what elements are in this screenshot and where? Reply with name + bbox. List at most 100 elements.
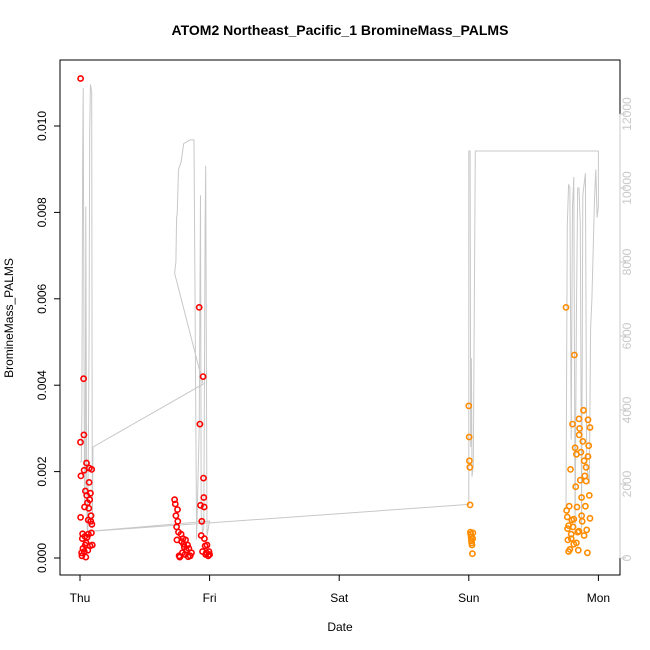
data-point: [188, 549, 195, 557]
data-point: [83, 459, 90, 467]
data-point: [465, 457, 473, 465]
y-tick-label: 0.000: [35, 543, 49, 573]
data-point: [564, 536, 572, 544]
data-point: [569, 420, 576, 428]
data-point: [88, 465, 96, 473]
data-point: [465, 433, 473, 441]
y-tick-label: 0.008: [35, 197, 49, 227]
data-point: [565, 502, 573, 510]
data-point: [576, 424, 583, 432]
data-point: [570, 515, 578, 523]
data-point: [562, 303, 570, 311]
data-point: [468, 541, 476, 549]
x-tick-label: Sun: [458, 591, 479, 605]
data-point: [200, 494, 208, 501]
data-point: [571, 351, 578, 359]
data-point: [80, 375, 87, 383]
data-point: [577, 448, 585, 456]
data-point: [566, 546, 574, 553]
x-tick-label: Thu: [70, 591, 91, 605]
y-axis-label: BromineMass_PALMS: [2, 258, 16, 378]
data-point: [77, 514, 84, 521]
data-point: [586, 424, 594, 431]
data-point: [80, 466, 88, 474]
data-point: [575, 527, 583, 535]
data-point: [572, 483, 580, 491]
data-point: [85, 478, 93, 486]
y-tick-label: 0.002: [35, 456, 49, 486]
data-point: [578, 512, 585, 520]
data-point: [82, 553, 90, 561]
data-point: [80, 431, 88, 439]
data-point: [88, 529, 95, 537]
data-point: [567, 465, 574, 473]
y2-tick-label: 8000: [620, 248, 634, 275]
data-point: [573, 539, 580, 547]
data-point: [573, 503, 581, 511]
data-point: [88, 541, 96, 549]
data-point: [200, 503, 208, 511]
data-point: [204, 552, 212, 560]
data-point: [578, 517, 586, 525]
data-point: [585, 442, 593, 450]
data-point: [579, 437, 587, 445]
data-point: [87, 489, 94, 497]
data-point: [584, 453, 592, 460]
data-point: [469, 529, 477, 537]
y2-tick-label: 6000: [620, 322, 634, 349]
data-point: [200, 535, 208, 542]
data-point: [580, 406, 587, 414]
data-point: [465, 402, 473, 410]
data-point: [582, 463, 590, 471]
data-point: [576, 476, 584, 484]
plot-frame: [59, 59, 621, 576]
data-point: [581, 472, 589, 480]
y-tick-label: 0.010: [35, 111, 49, 141]
data-point: [582, 502, 589, 510]
data-point: [582, 477, 590, 485]
x-tick-label: Fri: [203, 591, 217, 605]
data-point: [563, 513, 571, 521]
data-point: [172, 512, 180, 520]
x-axis: Thu Fri Sat Sun Mon: [70, 574, 610, 605]
data-point: [171, 496, 178, 504]
y2-tick-label: 0: [620, 554, 634, 561]
data-point: [77, 75, 84, 82]
data-point: [196, 420, 204, 428]
altitude-line-layer: [79, 84, 599, 540]
data-point: [567, 535, 575, 542]
data-point: [206, 551, 213, 558]
y2-tick-label: 4000: [620, 396, 634, 423]
data-point: [88, 520, 96, 528]
y-axis: 0.000 0.002 0.004 0.006 0.008 0.010: [35, 111, 61, 573]
data-point: [586, 514, 594, 522]
data-point: [585, 491, 593, 499]
data-point: [200, 474, 207, 482]
data-point: [184, 541, 191, 549]
data-point: [575, 415, 583, 423]
data-point: [87, 512, 95, 520]
data-point: [77, 472, 85, 480]
data-point: [580, 457, 588, 465]
data-point: [466, 501, 474, 509]
data-point: [174, 517, 182, 525]
data-point: [565, 522, 572, 529]
y2-tick-label: 2000: [620, 470, 634, 497]
data-point: [198, 517, 206, 525]
data-point: [468, 550, 476, 558]
x-axis-label: Date: [327, 620, 353, 634]
y2-tick-label: 10000: [620, 171, 634, 205]
data-point: [199, 373, 207, 380]
data-points-layer: [77, 75, 594, 561]
y2-tick-label: 12000: [620, 97, 634, 131]
data-point: [578, 494, 585, 501]
altitude-series-line: [79, 84, 599, 540]
data-point: [580, 532, 588, 539]
data-point: [575, 431, 583, 439]
data-point: [574, 546, 582, 554]
data-point: [567, 530, 575, 538]
y-tick-label: 0.004: [35, 370, 49, 400]
data-point: [85, 504, 93, 512]
data-point: [174, 506, 181, 513]
